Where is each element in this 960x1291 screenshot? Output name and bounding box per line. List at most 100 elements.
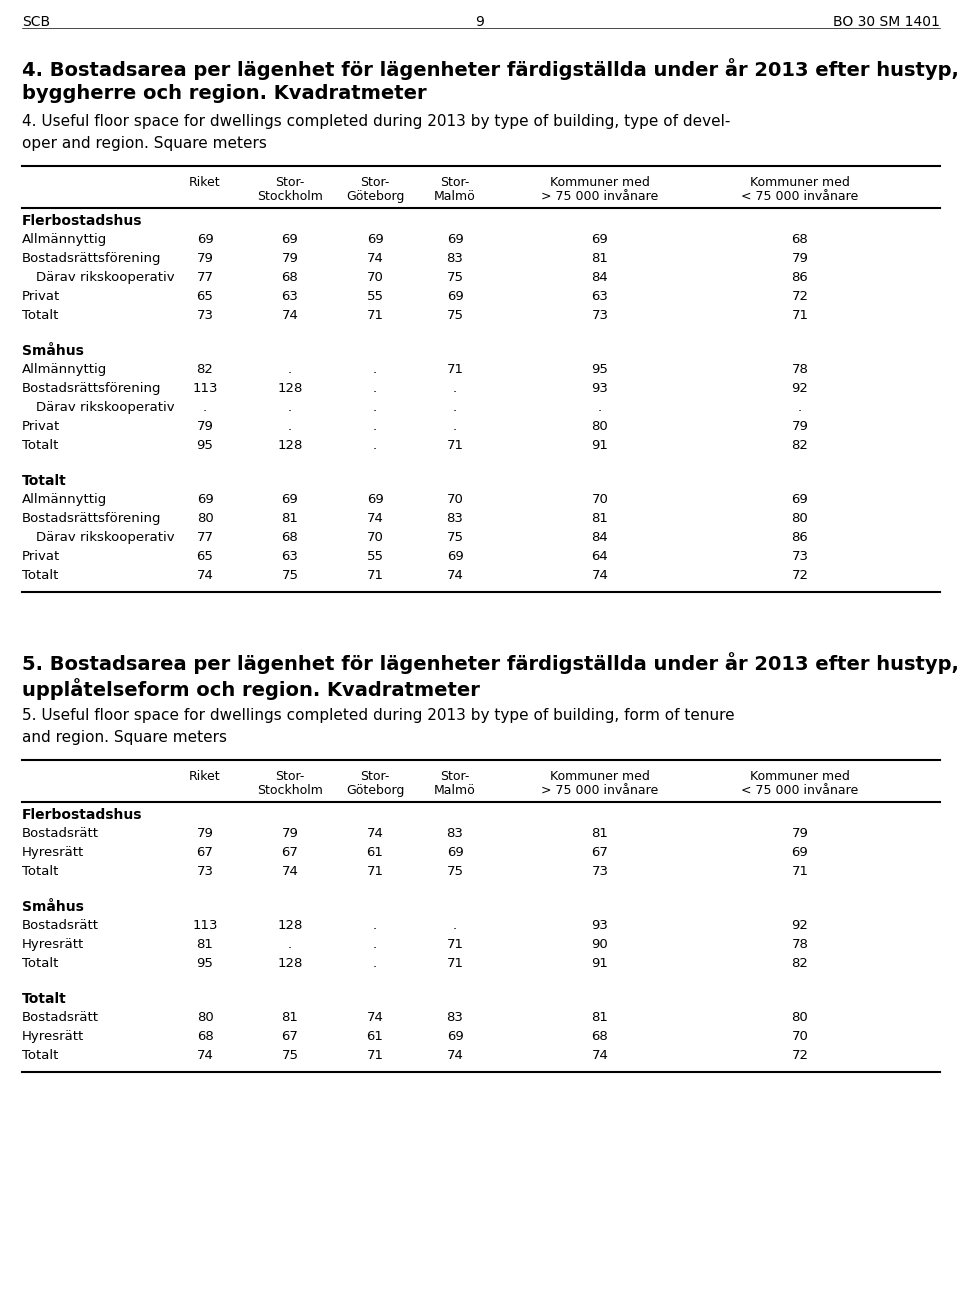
Text: 4. Bostadsarea per lägenhet för lägenheter färdigställda under år 2013 efter hus: 4. Bostadsarea per lägenhet för lägenhet… [22,58,959,80]
Text: .: . [288,363,292,376]
Text: 74: 74 [591,1050,609,1062]
Text: 69: 69 [197,493,213,506]
Text: .: . [453,420,457,432]
Text: 80: 80 [792,513,808,525]
Text: 74: 74 [281,309,299,321]
Text: Malmö: Malmö [434,190,476,203]
Text: 84: 84 [591,531,609,544]
Text: .: . [798,402,802,414]
Text: 67: 67 [281,1030,299,1043]
Text: 81: 81 [197,939,213,951]
Text: 78: 78 [792,363,808,376]
Text: 81: 81 [281,513,299,525]
Text: 5. Bostadsarea per lägenhet för lägenheter färdigställda under år 2013 efter hus: 5. Bostadsarea per lägenhet för lägenhet… [22,652,959,674]
Text: 75: 75 [446,865,464,878]
Text: 74: 74 [367,1011,383,1024]
Text: 75: 75 [446,271,464,284]
Text: 82: 82 [792,957,808,970]
Text: 86: 86 [792,271,808,284]
Text: Bostadsrättsförening: Bostadsrättsförening [22,513,161,525]
Text: 65: 65 [197,550,213,563]
Text: 83: 83 [446,828,464,840]
Text: .: . [288,402,292,414]
Text: Kommuner med: Kommuner med [550,176,650,188]
Text: 113: 113 [192,382,218,395]
Text: 70: 70 [591,493,609,506]
Text: 82: 82 [197,363,213,376]
Text: 113: 113 [192,919,218,932]
Text: 74: 74 [367,252,383,265]
Text: Totalt: Totalt [22,569,59,582]
Text: Stor-: Stor- [276,176,304,188]
Text: 74: 74 [281,865,299,878]
Text: 128: 128 [277,382,302,395]
Text: 68: 68 [197,1030,213,1043]
Text: 71: 71 [446,363,464,376]
Text: 93: 93 [591,919,609,932]
Text: .: . [372,919,377,932]
Text: 61: 61 [367,846,383,859]
Text: 74: 74 [446,569,464,582]
Text: 81: 81 [591,513,609,525]
Text: Därav rikskooperativ: Därav rikskooperativ [36,531,175,544]
Text: Hyresrätt: Hyresrätt [22,939,84,951]
Text: 71: 71 [367,1050,383,1062]
Text: Allmännyttig: Allmännyttig [22,232,108,247]
Text: Stor-: Stor- [441,176,469,188]
Text: 81: 81 [591,252,609,265]
Text: 71: 71 [791,865,808,878]
Text: 73: 73 [791,550,808,563]
Text: 74: 74 [591,569,609,582]
Text: < 75 000 invånare: < 75 000 invånare [741,784,858,797]
Text: 74: 74 [197,569,213,582]
Text: 77: 77 [197,531,213,544]
Text: byggherre och region. Kvadratmeter: byggherre och region. Kvadratmeter [22,84,426,103]
Text: 79: 79 [197,252,213,265]
Text: 75: 75 [281,1050,299,1062]
Text: 70: 70 [367,271,383,284]
Text: .: . [288,939,292,951]
Text: 79: 79 [792,420,808,432]
Text: Därav rikskooperativ: Därav rikskooperativ [36,402,175,414]
Text: 95: 95 [591,363,609,376]
Text: Bostadsrätt: Bostadsrätt [22,828,99,840]
Text: Kommuner med: Kommuner med [750,769,850,784]
Text: 72: 72 [791,1050,808,1062]
Text: 71: 71 [446,439,464,452]
Text: 92: 92 [792,382,808,395]
Text: 73: 73 [197,865,213,878]
Text: Totalt: Totalt [22,309,59,321]
Text: 128: 128 [277,439,302,452]
Text: 67: 67 [281,846,299,859]
Text: 70: 70 [446,493,464,506]
Text: 80: 80 [197,1011,213,1024]
Text: 75: 75 [446,531,464,544]
Text: Småhus: Småhus [22,900,84,914]
Text: 79: 79 [197,828,213,840]
Text: Totalt: Totalt [22,1050,59,1062]
Text: Privat: Privat [22,420,60,432]
Text: .: . [372,402,377,414]
Text: 95: 95 [197,439,213,452]
Text: .: . [372,957,377,970]
Text: 83: 83 [446,513,464,525]
Text: > 75 000 invånare: > 75 000 invånare [541,784,659,797]
Text: 71: 71 [446,957,464,970]
Text: 128: 128 [277,919,302,932]
Text: Småhus: Småhus [22,343,84,358]
Text: 69: 69 [446,232,464,247]
Text: < 75 000 invånare: < 75 000 invånare [741,190,858,203]
Text: Stor-: Stor- [360,176,390,188]
Text: 128: 128 [277,957,302,970]
Text: 69: 69 [197,232,213,247]
Text: Kommuner med: Kommuner med [550,769,650,784]
Text: 55: 55 [367,550,383,563]
Text: 95: 95 [197,957,213,970]
Text: 80: 80 [197,513,213,525]
Text: 69: 69 [446,846,464,859]
Text: Privat: Privat [22,550,60,563]
Text: 68: 68 [281,531,299,544]
Text: 73: 73 [591,309,609,321]
Text: Riket: Riket [189,769,221,784]
Text: 91: 91 [591,957,609,970]
